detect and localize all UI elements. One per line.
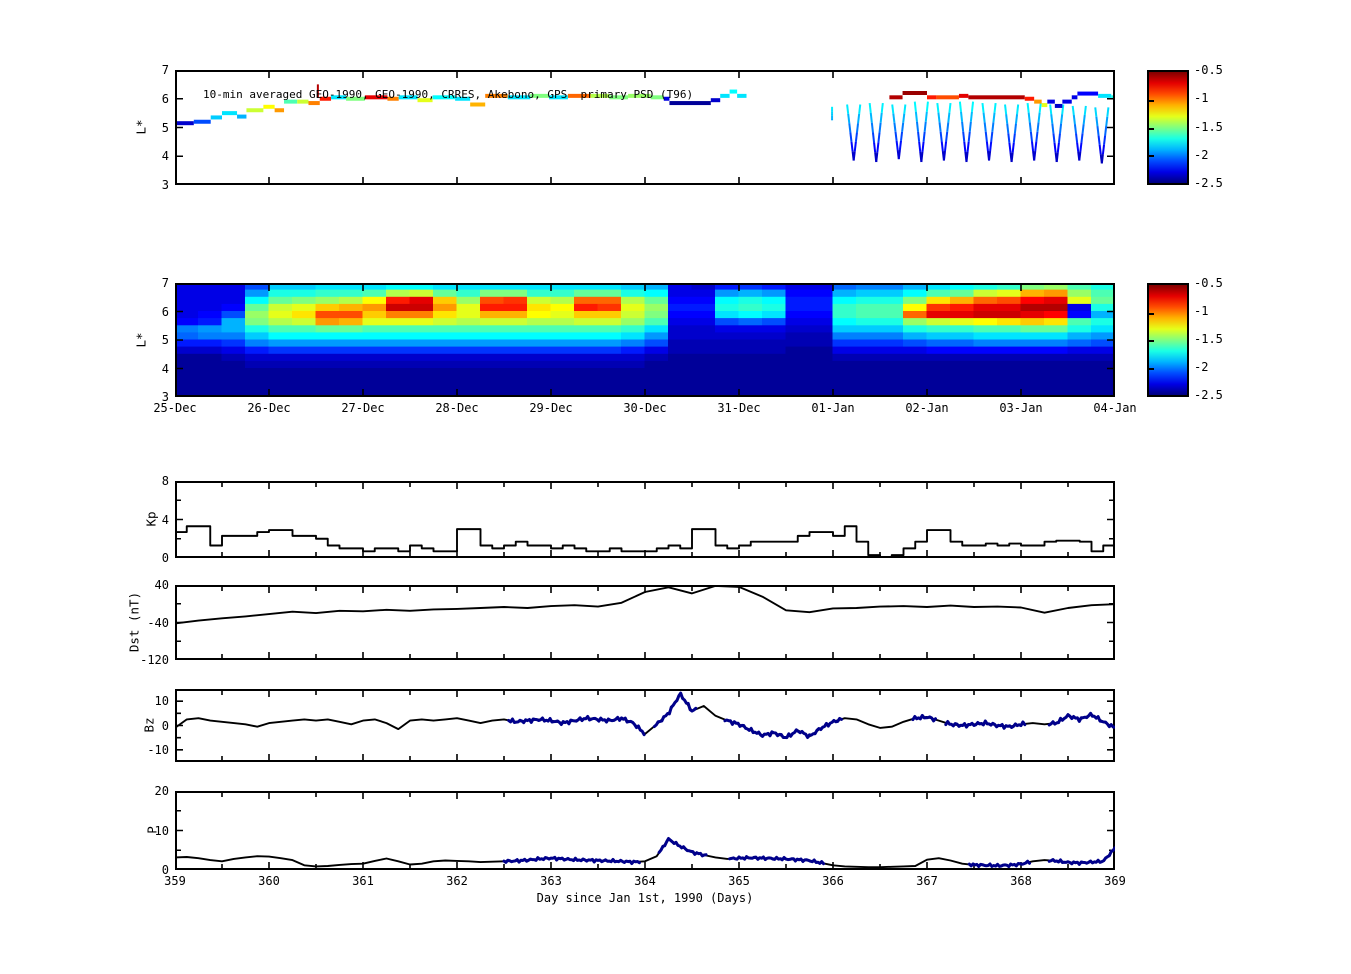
date-tick-label: 30-Dec bbox=[623, 401, 667, 415]
colorbar-tick bbox=[1149, 155, 1154, 158]
x-axis-label: Day since Jan 1st, 1990 (Days) bbox=[536, 891, 754, 905]
colorbar-gradient bbox=[1149, 285, 1187, 395]
x-tick-label: 366 bbox=[822, 874, 844, 888]
panel-psd-heatmap bbox=[175, 283, 1115, 397]
y-tick-label: 20 bbox=[154, 784, 169, 798]
colorbar-tick-label: -1 bbox=[1194, 304, 1209, 318]
colorbar-tick bbox=[1149, 99, 1154, 102]
y-tick-label: 5 bbox=[161, 120, 169, 135]
colorbar-tick-label: -2 bbox=[1194, 147, 1209, 162]
y-tick-label: 7 bbox=[161, 63, 169, 77]
x-tick-label: 363 bbox=[540, 874, 562, 888]
colorbar-tick-label: -2.5 bbox=[1194, 388, 1223, 402]
y-tick-label: 10 bbox=[154, 823, 169, 838]
colorbar-tick-label: -1 bbox=[1194, 91, 1209, 106]
y-tick-label: 10 bbox=[154, 694, 169, 709]
date-tick-label: 01-Jan bbox=[811, 401, 855, 415]
x-tick-label: 369 bbox=[1104, 874, 1126, 888]
x-tick-label: 361 bbox=[352, 874, 374, 888]
colorbar-tick bbox=[1149, 340, 1154, 342]
colorbar-tick-label: -2 bbox=[1194, 360, 1209, 374]
x-tick-label: 367 bbox=[916, 874, 938, 888]
y-tick-label: 3 bbox=[161, 390, 169, 404]
date-tick-label: 28-Dec bbox=[435, 401, 479, 415]
colorbar-tick-label: -0.5 bbox=[1194, 63, 1223, 77]
y-tick-label: 4 bbox=[161, 149, 169, 164]
date-tick-label: 31-Dec bbox=[717, 401, 761, 415]
colorbar-gradient bbox=[1149, 72, 1187, 183]
date-tick-label: 26-Dec bbox=[247, 401, 291, 415]
y-tick-label: 4 bbox=[161, 512, 169, 527]
psd-track-plot bbox=[175, 70, 1115, 185]
y-tick-label: 6 bbox=[161, 304, 169, 319]
colorbar-tick bbox=[1149, 367, 1154, 370]
colorbar-tick bbox=[1149, 127, 1154, 130]
x-tick-label: 359 bbox=[164, 874, 186, 888]
x-tick-label: 360 bbox=[258, 874, 280, 888]
y-tick-label: 40 bbox=[154, 578, 169, 592]
bz-plot bbox=[175, 689, 1115, 762]
panel-bz bbox=[175, 689, 1115, 762]
colorbar-tick bbox=[1149, 312, 1154, 315]
y-tick-label: -40 bbox=[147, 615, 169, 630]
y-tick-label: 0 bbox=[161, 718, 169, 733]
colorbar-tick-label: -2.5 bbox=[1194, 176, 1223, 190]
date-tick-label: 02-Jan bbox=[905, 401, 949, 415]
colorbar-tick-label: -1.5 bbox=[1194, 332, 1223, 346]
x-tick-label: 368 bbox=[1010, 874, 1032, 888]
panel-psd-track bbox=[175, 70, 1115, 185]
y-tick-label: 0 bbox=[161, 551, 169, 565]
date-tick-label: 25-Dec bbox=[153, 401, 197, 415]
y-tick-label: -120 bbox=[140, 653, 169, 667]
panel-p bbox=[175, 791, 1115, 870]
y-tick-label: -10 bbox=[147, 742, 169, 757]
p-plot bbox=[175, 791, 1115, 870]
date-tick-label: 27-Dec bbox=[341, 401, 385, 415]
y-tick-label: 3 bbox=[161, 178, 169, 192]
y-tick-label: 7 bbox=[161, 276, 169, 290]
x-tick-label: 364 bbox=[634, 874, 656, 888]
y-tick-label: 5 bbox=[161, 333, 169, 347]
y-tick-label: 8 bbox=[161, 474, 169, 488]
colorbar-tick-label: -1.5 bbox=[1194, 119, 1223, 134]
date-tick-label: 03-Jan bbox=[999, 401, 1043, 415]
psd-heatmap-plot bbox=[175, 283, 1115, 397]
colorbar-tick-label: -0.5 bbox=[1194, 276, 1223, 290]
y-tick-label: 6 bbox=[161, 91, 169, 106]
x-tick-label: 362 bbox=[446, 874, 468, 888]
y-tick-label: 4 bbox=[161, 361, 169, 376]
date-tick-label: 29-Dec bbox=[529, 401, 573, 415]
colorbar-heatmap bbox=[1147, 283, 1189, 397]
colorbar-track bbox=[1147, 70, 1189, 185]
date-tick-label: 04-Jan bbox=[1093, 401, 1137, 415]
y-tick-label: 0 bbox=[161, 863, 169, 877]
panel-kp bbox=[175, 481, 1115, 558]
x-tick-label: 365 bbox=[728, 874, 750, 888]
kp-plot bbox=[175, 481, 1115, 558]
plot-title: 10-min averaged GEO-1990, GEO-1990, CRRE… bbox=[203, 88, 694, 101]
dst-plot bbox=[175, 585, 1115, 660]
panel-dst bbox=[175, 585, 1115, 660]
